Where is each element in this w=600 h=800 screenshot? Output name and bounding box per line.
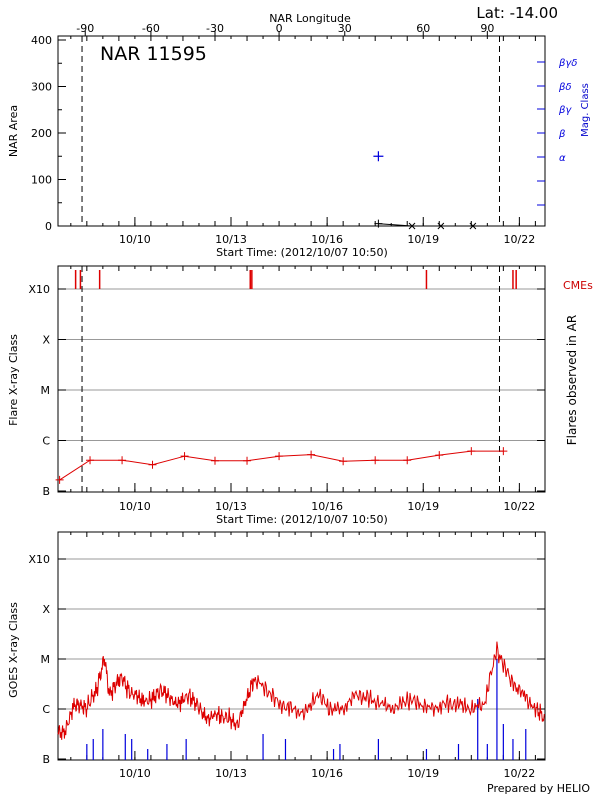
panel2-flare-point: [403, 456, 412, 465]
panel1-y-axis: 0 100 200 300 400: [31, 34, 66, 233]
nar-title: NAR 11595: [100, 43, 207, 65]
cme-label: CMEs: [563, 279, 593, 292]
panel1-area-point: [436, 222, 445, 230]
panel2-flare-point: [307, 450, 316, 459]
panel3-level-label: M: [41, 653, 51, 666]
panel2-date-tick-label: 10/13: [215, 500, 247, 513]
panel2-limb-lines: [81, 266, 501, 492]
panel1-date-tick-label: 10/13: [215, 233, 247, 246]
panel2-flare-point: [55, 475, 64, 484]
panel1-mag-tick-label: βγ: [558, 105, 572, 116]
panel3-date-tick-label: 10/10: [119, 767, 151, 780]
panel3-y-label: GOES X-ray Class: [7, 602, 20, 698]
panel1-date-tick-label: 10/16: [311, 233, 343, 246]
panel2-flare-point: [180, 452, 189, 461]
panel2-y-label: Flare X-ray Class: [7, 334, 20, 426]
panel3-level-label: B: [42, 753, 50, 766]
panel3-goes-series: [57, 641, 545, 760]
panel2-flare-point: [275, 452, 284, 461]
panel-flare-class: B C M X X10 10/10 10/13 10/16 10/19 10/22 CMEs S…: [7, 265, 593, 526]
panel1-y-tick-label: 200: [31, 127, 52, 140]
panel1-date-tick-label: 10/19: [407, 233, 439, 246]
panel2-date-tick-label: 10/16: [311, 500, 343, 513]
panel1-area-point: [408, 222, 417, 230]
panel2-date-tick-label: 10/19: [407, 500, 439, 513]
panel1-lon-tick-label: 30: [338, 22, 352, 35]
panel1-y-tick-label: 300: [31, 81, 52, 94]
panel2-flare-point: [210, 456, 219, 465]
panel2-flare-series: [55, 447, 508, 484]
footer-credit: Prepared by HELIO: [487, 782, 590, 795]
panel1-lon-tick-label: -90: [76, 22, 94, 35]
panel1-mag-tick-label: α: [559, 153, 566, 164]
panel3-grid: B C M X X10: [28, 553, 545, 766]
panel2-level-label: X10: [28, 283, 50, 296]
panel2-date-tick-label: 10/10: [119, 500, 151, 513]
panel1-plot-frame: [57, 35, 546, 227]
panel2-level-label: X: [42, 334, 50, 347]
panel-goes-xray: B C M X X10 10/10 10/13 10/16 10/19 10/22 GOES X…: [7, 531, 590, 795]
panel1-lon-tick-label: 90: [480, 22, 494, 35]
panel2-x-label: Start Time: (2012/10/07 10:50): [216, 513, 388, 526]
panel3-date-tick-label: 10/13: [215, 767, 247, 780]
panel-nar-area: NAR Longitude Lat: -14.00 0100200300400 …: [7, 4, 591, 259]
panel1-y-tick-label: 100: [31, 174, 52, 187]
panel1-mag-tick-label: βγδ: [558, 58, 577, 69]
panel2-level-label: M: [41, 384, 51, 397]
panel1-top-axis-title: NAR Longitude: [269, 12, 351, 25]
panel3-level-label: C: [42, 703, 50, 716]
latitude-label: Lat: -14.00: [476, 4, 558, 22]
panel1-y-tick-label: 400: [31, 34, 52, 47]
panel1-area-series: [373, 151, 477, 230]
panel3-level-label: X: [42, 603, 50, 616]
panel3-x-axis: 10/10 10/13 10/16 10/19 10/22: [70, 532, 536, 780]
panel1-area-point: [468, 222, 477, 230]
panel2-flare-point: [499, 447, 508, 456]
panel1-area-line: [378, 223, 473, 227]
panel2-flare-point: [148, 460, 157, 469]
panel1-mag-class-point: [373, 151, 384, 162]
panel1-lon-tick-label: 60: [416, 22, 430, 35]
panel3-level-label: X10: [28, 553, 50, 566]
panel1-y-tick-label: 0: [45, 220, 52, 233]
panel2-plot-frame: [57, 265, 546, 493]
panel2-level-label: B: [42, 485, 50, 498]
panel3-plot-frame: [57, 531, 546, 761]
panel1-lon-tick-label: -60: [142, 22, 160, 35]
panel1-longitude-axis: -90 -60 -30 0 30 60 90: [76, 22, 494, 36]
panel2-cme-markers: [74, 270, 517, 289]
panel1-mag-tick-label: β: [558, 129, 566, 140]
panel1-date-tick-label: 10/10: [119, 233, 151, 246]
panel1-x-axis: 10/10 10/13 10/16 10/19 10/22: [70, 36, 536, 246]
panel2-grid: B C M X X10: [28, 283, 545, 498]
panel1-lon-tick-label: 0: [276, 22, 283, 35]
panel1-area-point: [374, 219, 383, 228]
panel2-flare-point: [243, 456, 252, 465]
panel1-y-label: NAR Area: [7, 105, 20, 157]
panel2-flare-point: [86, 456, 95, 465]
panel3-date-tick-label: 10/19: [407, 767, 439, 780]
panel1-mag-class-label: Mag. Class: [580, 83, 591, 137]
panel2-flare-point: [467, 447, 476, 456]
panel2-flare-point: [371, 456, 380, 465]
panel2-level-label: C: [42, 435, 50, 448]
panel2-flare-point: [339, 457, 348, 466]
panel1-limb-lines: [81, 36, 501, 226]
panel2-right-label: Flares observed in AR: [565, 315, 579, 445]
panel3-date-tick-label: 10/22: [504, 767, 536, 780]
panel3-long-channel-line: [57, 641, 545, 740]
panel2-x-axis: 10/10 10/13 10/16 10/19 10/22: [70, 266, 536, 513]
panel1-mag-class-axis: α β βγ βδ βγδ: [537, 58, 577, 206]
panel3-date-tick-label: 10/16: [311, 767, 343, 780]
panel1-mag-tick-label: βδ: [558, 82, 572, 93]
panel2-date-tick-label: 10/22: [504, 500, 536, 513]
panel1-lon-tick-label: -30: [206, 22, 224, 35]
panel1-date-tick-label: 10/22: [504, 233, 536, 246]
panel2-flare-point: [435, 451, 444, 460]
panel2-flare-point: [118, 456, 127, 465]
panel1-x-label: Start Time: (2012/10/07 10:50): [216, 246, 388, 259]
